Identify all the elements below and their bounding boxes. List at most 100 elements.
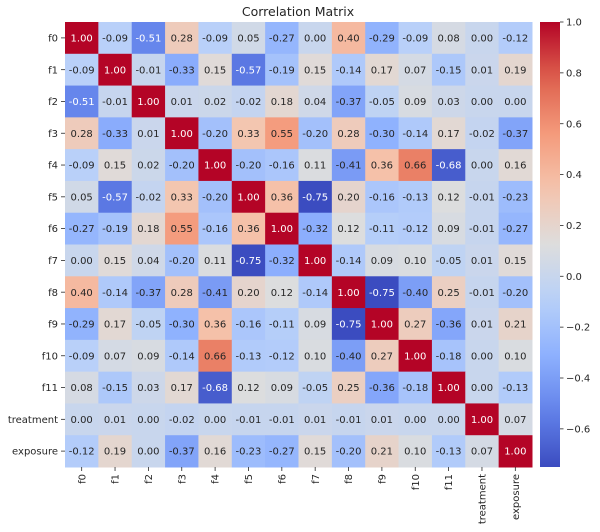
heatmap-cell [65, 244, 99, 277]
heatmap-cell [431, 339, 466, 373]
heatmap-cell [465, 371, 500, 404]
cell-annotation: 1.00 [371, 320, 393, 331]
heatmap-cell [198, 117, 233, 150]
cell-annotation: -0.27 [502, 224, 528, 235]
heatmap-cell [231, 53, 266, 87]
cell-annotation: 0.17 [371, 65, 393, 76]
cell-annotation: 0.11 [204, 256, 226, 267]
cell-annotation: -0.41 [202, 288, 228, 299]
cell-annotation: -0.36 [369, 383, 395, 394]
heatmap-cell [265, 149, 299, 182]
heatmap-cell [131, 212, 166, 245]
heatmap-cell [298, 403, 333, 436]
heatmap-cell [165, 212, 199, 245]
heatmap-cell [298, 117, 333, 150]
heatmap-cell [165, 403, 199, 436]
heatmap-cell [65, 308, 99, 341]
cell-annotation: 0.00 [71, 415, 93, 426]
cell-annotation: -0.12 [69, 447, 95, 458]
cell-annotation: -0.33 [169, 65, 195, 76]
heatmap-cell [498, 339, 533, 373]
heatmap-cells: 1.00 -0.09 -0.51 0.28 -0.09 0.05 -0.27 0.00 0.40… [65, 22, 533, 468]
cell-annotation: -0.23 [502, 192, 528, 203]
y-tick-label: f10 [42, 351, 58, 362]
cell-annotation: -0.57 [102, 192, 128, 203]
heatmap-cell [131, 53, 166, 87]
cell-annotation: 0.04 [137, 256, 159, 267]
cell-annotation: -0.33 [102, 129, 128, 140]
heatmap-cell [231, 149, 266, 182]
heatmap-cell [331, 435, 366, 468]
cell-annotation: 0.19 [504, 65, 526, 76]
cell-annotation: -0.13 [236, 351, 262, 362]
cell-annotation: -0.16 [269, 161, 295, 172]
colorbar-tick-label: −0.2 [566, 323, 590, 334]
cell-annotation: 0.21 [504, 320, 526, 331]
heatmap-cell [131, 403, 166, 436]
cell-annotation: 0.07 [404, 65, 426, 76]
cell-annotation: 0.00 [137, 415, 159, 426]
y-tick-label: f0 [48, 33, 58, 44]
heatmap-cell [198, 339, 233, 373]
heatmap-cell [198, 308, 233, 341]
cell-annotation: 0.05 [71, 192, 93, 203]
cell-annotation: -0.09 [102, 33, 128, 44]
heatmap-cell [231, 117, 266, 150]
heatmap-cell [365, 85, 400, 118]
heatmap-cell [265, 180, 299, 214]
heatmap-cell [431, 180, 466, 214]
cell-annotation: 0.27 [371, 351, 393, 362]
cell-annotation: -0.27 [269, 33, 295, 44]
cell-annotation: 1.00 [404, 351, 426, 362]
cell-annotation: -0.14 [336, 256, 362, 267]
heatmap-cell [498, 435, 533, 468]
heatmap-cell [298, 435, 333, 468]
heatmap-cell [498, 371, 533, 404]
cell-annotation: -0.02 [135, 192, 161, 203]
heatmap-cell [131, 435, 166, 468]
cell-annotation: -0.23 [236, 447, 262, 458]
cell-annotation: -0.32 [302, 224, 328, 235]
heatmap-cell [465, 308, 500, 341]
cell-annotation: -0.51 [135, 33, 161, 44]
heatmap-cell [231, 339, 266, 373]
cell-annotation: 0.28 [171, 288, 193, 299]
cell-annotation: -0.20 [336, 447, 362, 458]
cell-annotation: 0.09 [271, 383, 293, 394]
cell-annotation: 0.28 [337, 129, 359, 140]
heatmap-cell [98, 244, 133, 277]
cell-annotation: -0.11 [269, 320, 295, 331]
heatmap-cell [331, 149, 366, 182]
heatmap-cell [165, 244, 199, 277]
heatmap-cell [331, 212, 366, 245]
cell-annotation: 0.17 [104, 320, 126, 331]
y-tick-label: f6 [48, 224, 58, 235]
y-tick-label: f11 [42, 383, 58, 394]
heatmap-cell [298, 339, 333, 373]
colorbar-tick-label: 0.0 [566, 272, 582, 283]
cell-annotation: 0.00 [404, 415, 426, 426]
heatmap-cell [431, 149, 466, 182]
cell-annotation: 0.00 [471, 33, 493, 44]
cell-annotation: 0.20 [337, 192, 359, 203]
heatmap-cell [231, 435, 266, 468]
cell-annotation: -0.02 [469, 129, 495, 140]
cell-annotation: 0.25 [437, 288, 459, 299]
x-tick-label: f2 [144, 474, 155, 484]
y-tick-label: f7 [48, 256, 58, 267]
cell-annotation: 0.10 [504, 351, 526, 362]
heatmap-cell [398, 117, 433, 150]
heatmap-cell [465, 117, 500, 150]
cell-annotation: 0.01 [471, 65, 493, 76]
cell-annotation: 0.00 [471, 161, 493, 172]
cell-annotation: -0.20 [169, 256, 195, 267]
cell-annotation: -0.05 [135, 320, 161, 331]
heatmap-cell [431, 53, 466, 87]
cell-annotation: -0.30 [369, 129, 395, 140]
heatmap-cell [165, 308, 199, 341]
heatmap-cell [165, 339, 199, 373]
cell-annotation: 0.15 [204, 65, 226, 76]
heatmap-cell [131, 117, 166, 150]
cell-annotation: -0.27 [69, 224, 95, 235]
